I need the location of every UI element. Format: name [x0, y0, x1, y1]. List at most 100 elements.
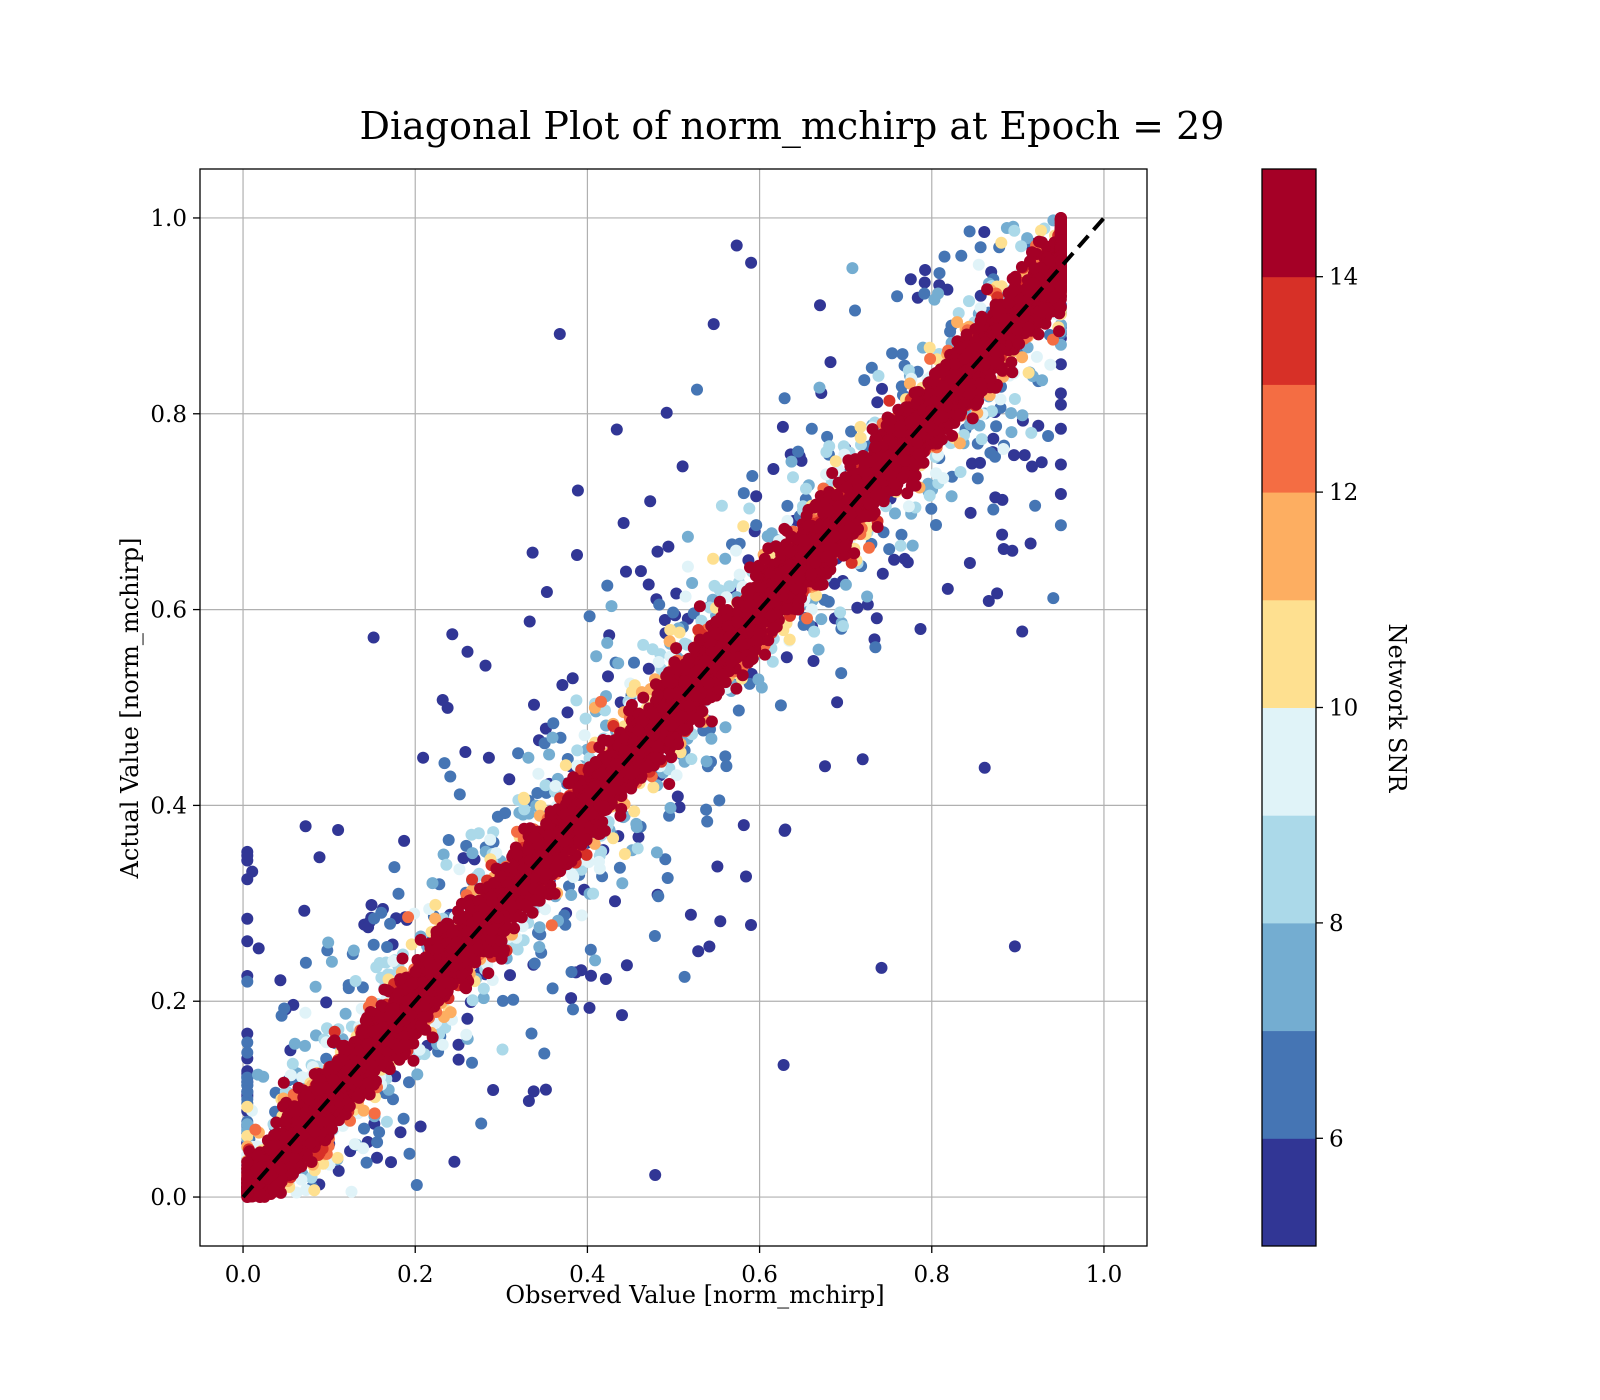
scatter-point	[835, 667, 848, 680]
scatter-point	[996, 528, 1009, 541]
scatter-point	[938, 250, 951, 263]
scatter-point	[402, 911, 415, 924]
scatter-point	[737, 520, 750, 533]
scatter-point	[440, 858, 453, 871]
scatter-point	[966, 412, 979, 425]
scatter-point	[889, 507, 901, 520]
scatter-point	[746, 470, 759, 482]
scatter-point	[567, 871, 580, 883]
scatter-point	[484, 833, 497, 846]
scatter-point	[1047, 592, 1060, 605]
scatter-point	[436, 1038, 449, 1051]
scatter-point	[367, 938, 380, 951]
scatter-point	[918, 287, 931, 300]
scatter-point	[347, 944, 360, 957]
scatter-point	[719, 552, 732, 565]
scatter-point	[593, 855, 605, 868]
scatter-point	[795, 454, 808, 467]
scatter-point	[565, 966, 578, 978]
scatter-point	[781, 499, 794, 512]
scatter-point	[1042, 430, 1055, 442]
scatter-point	[526, 546, 539, 559]
scatter-point	[286, 1057, 299, 1070]
scatter-point	[453, 788, 466, 801]
scatter-point	[648, 930, 661, 942]
scatter-point	[963, 225, 976, 238]
scatter-point	[1054, 422, 1067, 435]
scatter-point	[1054, 387, 1067, 400]
scatter-point	[679, 590, 692, 603]
scatter-point	[387, 955, 400, 967]
scatter-point	[345, 1185, 358, 1198]
scatter-point	[1025, 426, 1038, 439]
scatter-point	[602, 670, 614, 683]
scatter-point	[646, 643, 659, 656]
scatter-point	[499, 807, 512, 820]
scatter-point	[684, 908, 697, 921]
scatter-point	[482, 967, 495, 980]
scatter-point	[681, 560, 694, 573]
scatter-point	[883, 543, 896, 556]
scatter-point	[673, 626, 686, 639]
scatter-point	[902, 500, 915, 513]
scatter-point	[779, 823, 792, 836]
scatter-point	[1029, 499, 1042, 512]
scatter-point	[512, 747, 525, 760]
scatter-point	[1005, 426, 1018, 439]
scatter-point	[686, 577, 699, 589]
scatter-point	[982, 595, 995, 607]
scatter-point	[628, 656, 640, 669]
scatter-point	[954, 466, 967, 478]
scatter-point	[465, 828, 478, 841]
scatter-point	[924, 352, 937, 365]
scatter-point	[532, 767, 545, 780]
scatter-point	[863, 541, 875, 554]
scatter-point	[1008, 940, 1021, 953]
scatter-point	[246, 865, 259, 878]
scatter-point	[851, 601, 864, 614]
scatter-point	[538, 1047, 551, 1060]
scatter-point	[1006, 366, 1019, 379]
scatter-point	[313, 851, 326, 864]
scatter-point	[649, 1169, 662, 1181]
scatter-point	[963, 295, 975, 308]
scatter-point	[963, 557, 976, 569]
scatter-point	[995, 236, 1008, 249]
scatter-point	[997, 543, 1010, 555]
scatter-point	[1016, 625, 1029, 638]
scatter-point	[252, 942, 265, 955]
scatter-point	[241, 1027, 254, 1040]
scatter-point	[1015, 240, 1028, 253]
scatter-point	[479, 659, 492, 672]
scatter-point	[417, 751, 430, 764]
scatter-point	[444, 770, 457, 783]
scatter-point	[533, 941, 546, 953]
scatter-point	[549, 780, 562, 792]
scatter-point	[996, 493, 1009, 506]
scatter-point	[241, 935, 254, 948]
scatter-point	[543, 748, 556, 761]
scatter-point	[964, 506, 977, 519]
scatter-point	[930, 467, 942, 480]
scatter-point	[875, 961, 888, 974]
scatter-point	[869, 641, 882, 654]
scatter-point	[322, 936, 335, 949]
scatter-point	[673, 801, 686, 814]
scatter-point	[328, 1034, 341, 1047]
scatter-point	[299, 1006, 312, 1019]
scatter-point	[805, 603, 818, 616]
scatter-point	[605, 600, 618, 613]
scatter-point	[1026, 460, 1038, 473]
scatter-point	[1044, 358, 1057, 371]
scatter-point	[503, 773, 516, 786]
scatter-point	[438, 757, 451, 770]
scatter-point	[1016, 409, 1029, 422]
scatter-point	[583, 1001, 596, 1014]
scatter-point	[801, 612, 813, 625]
scatter-point	[820, 446, 833, 458]
scatter-point	[658, 614, 671, 626]
scatter-point	[719, 721, 732, 734]
scatter-point	[1054, 398, 1067, 411]
scatter-point	[620, 565, 632, 578]
scatter-point	[730, 239, 743, 252]
